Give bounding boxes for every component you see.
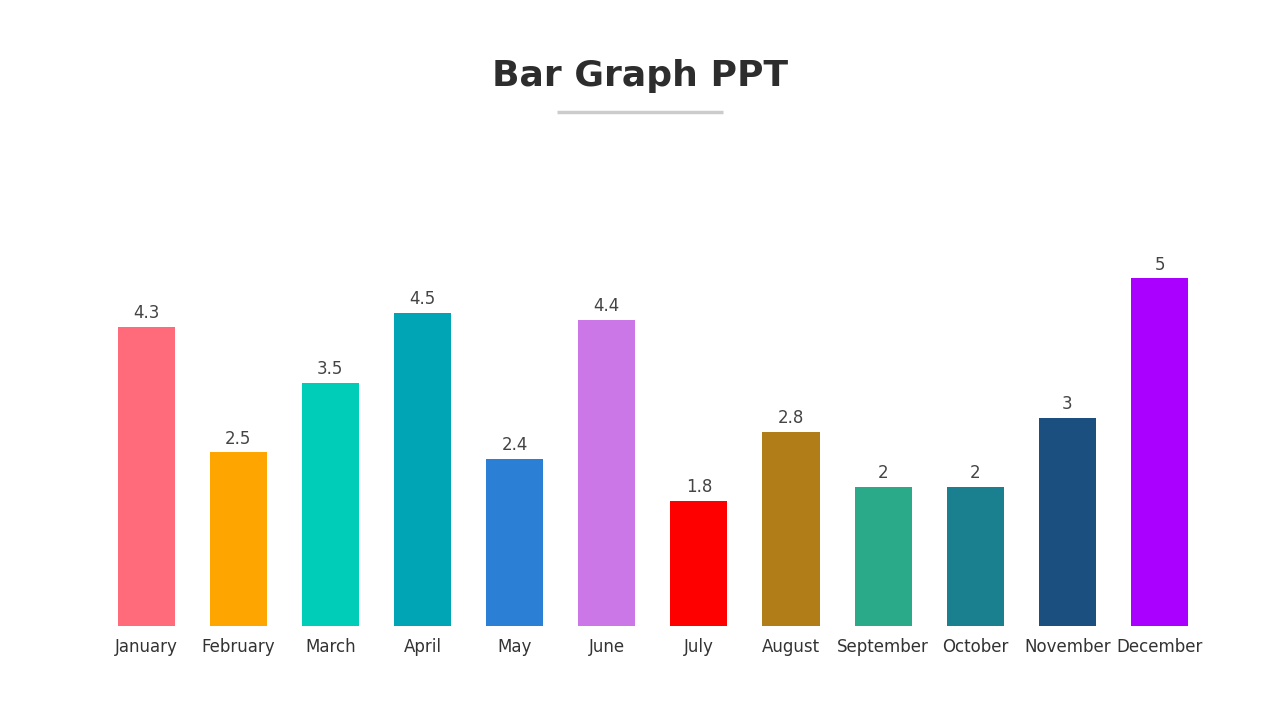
Text: 3: 3 [1062, 395, 1073, 413]
Text: Bar Graph PPT: Bar Graph PPT [492, 58, 788, 93]
Bar [763, 431, 819, 626]
Bar [1132, 279, 1188, 626]
Text: 2: 2 [970, 464, 980, 482]
Bar [1039, 418, 1096, 626]
Bar [210, 452, 266, 626]
Text: 4.3: 4.3 [133, 305, 159, 323]
Bar [947, 487, 1004, 626]
Bar [579, 320, 635, 626]
Text: 1.8: 1.8 [686, 478, 712, 496]
Text: 2: 2 [878, 464, 888, 482]
Bar [855, 487, 911, 626]
Text: 5: 5 [1155, 256, 1165, 274]
Bar [118, 327, 174, 626]
Text: 4.5: 4.5 [410, 290, 435, 308]
Bar [394, 313, 451, 626]
Text: 3.5: 3.5 [317, 360, 343, 378]
Text: 4.4: 4.4 [594, 297, 620, 315]
Text: 2.4: 2.4 [502, 436, 527, 454]
Bar [302, 383, 358, 626]
Bar [486, 459, 543, 626]
Text: 2.8: 2.8 [778, 409, 804, 427]
Text: 2.5: 2.5 [225, 430, 251, 448]
Bar [671, 501, 727, 626]
